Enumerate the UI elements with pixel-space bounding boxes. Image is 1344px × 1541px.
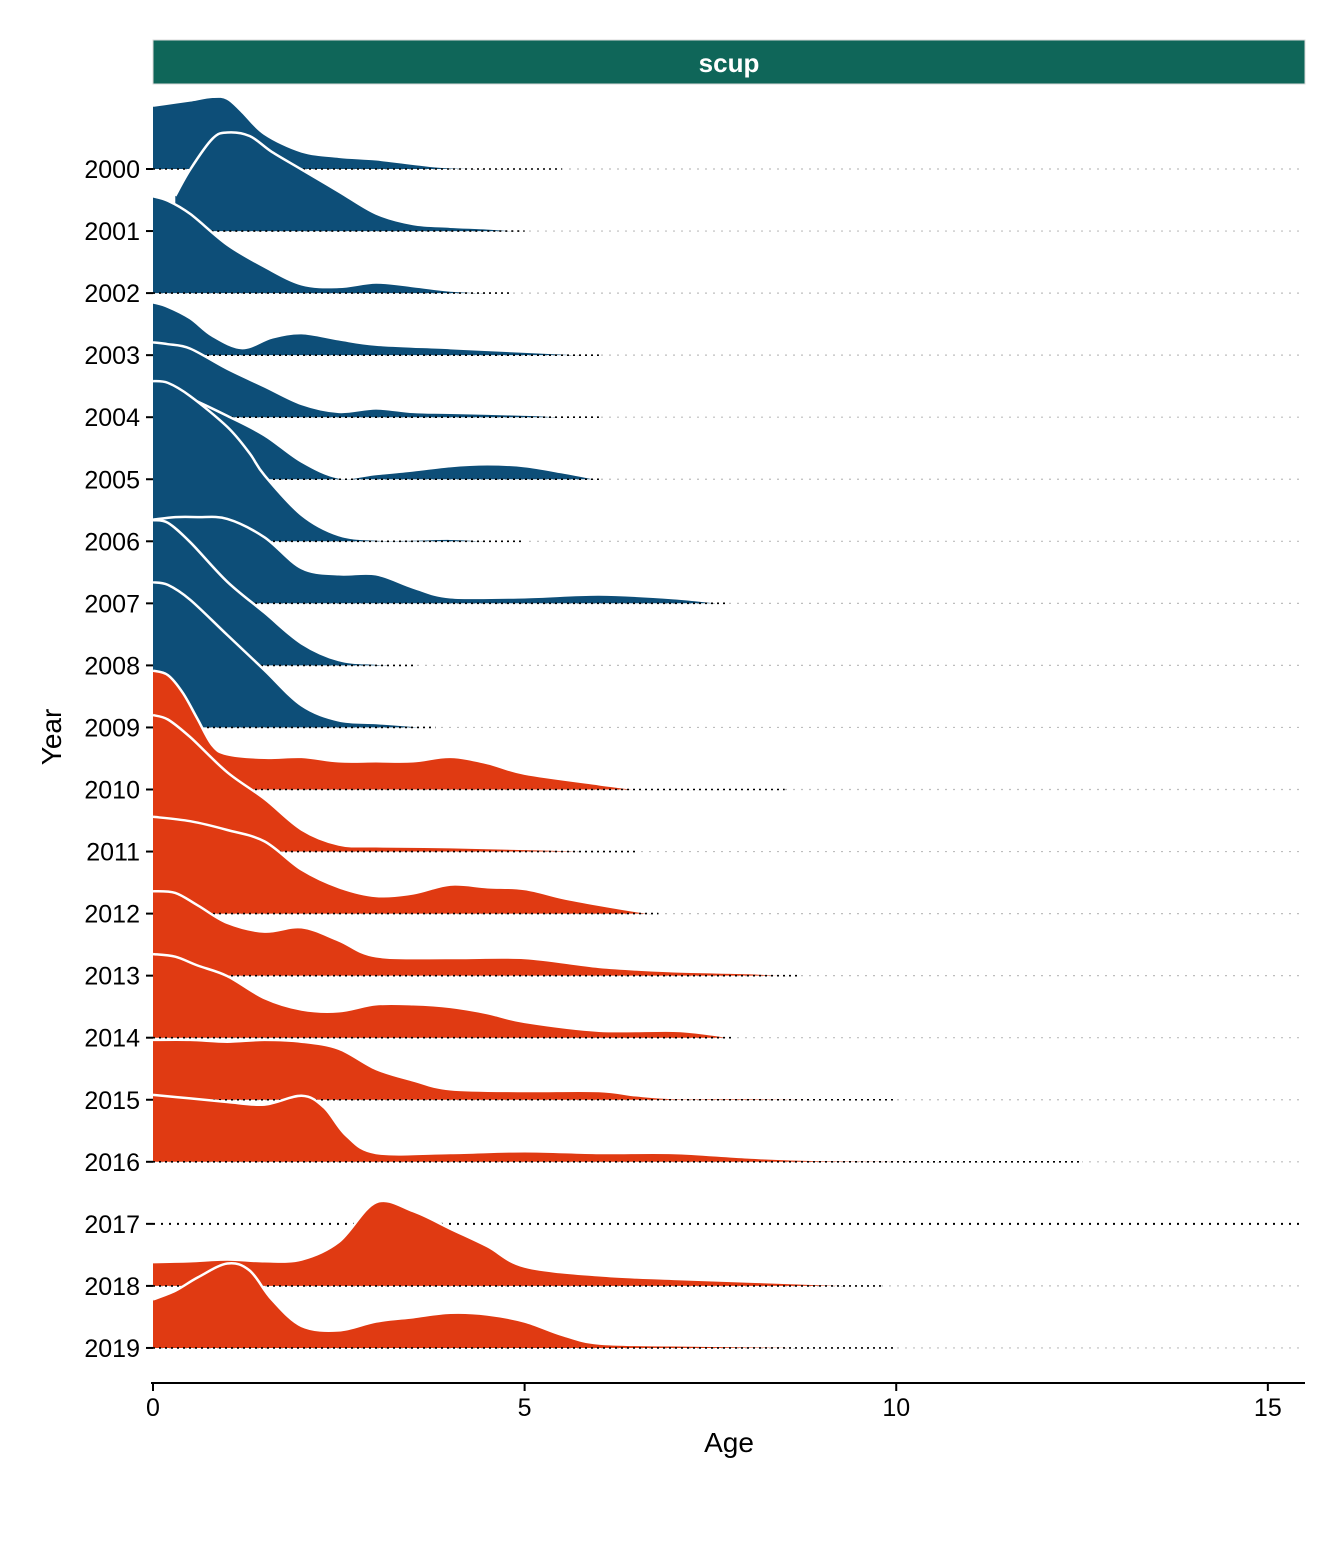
ridge-fill — [153, 302, 599, 356]
ridge-fill — [153, 891, 800, 976]
ridge-2012 — [152, 815, 659, 915]
ridge-2019 — [152, 1261, 897, 1350]
ridge-2018 — [152, 1199, 882, 1288]
ridge-2007 — [152, 515, 726, 605]
ridge-outline — [152, 669, 785, 791]
ridge-2001 — [174, 131, 525, 233]
facet-strip-background — [152, 39, 1306, 85]
ridge-2011 — [152, 713, 637, 853]
y-tick-label: 2006 — [84, 528, 140, 556]
y-tick-label: 2007 — [84, 590, 140, 618]
ridge-fill — [153, 342, 599, 418]
y-tick-label: 2016 — [84, 1149, 140, 1177]
ridge-outline — [152, 581, 436, 729]
ridge-fill — [153, 196, 510, 294]
ridge-2004 — [152, 341, 599, 419]
ridge-2010 — [152, 669, 785, 791]
ridges — [152, 95, 1083, 1350]
y-tick-label: 2002 — [84, 280, 140, 308]
ridge-outline — [152, 1038, 897, 1102]
ridge-outline — [152, 1093, 1083, 1164]
ridge-fill — [153, 1039, 897, 1100]
y-axis: 2000 2001 2002 2003 2004 2005 2006 2007 2008 2009… — [84, 156, 153, 1363]
ridge-2014 — [152, 952, 733, 1039]
ridge-fill — [153, 715, 637, 852]
ridge-outline — [174, 131, 525, 233]
y-tick-label: 2017 — [84, 1211, 140, 1239]
x-tick-label: 15 — [1254, 1394, 1282, 1422]
y-tick-label: 2010 — [84, 777, 140, 805]
y-tick-label: 2018 — [84, 1273, 140, 1301]
x-axis: 0 5 10 15 — [146, 1382, 1305, 1422]
ridge-fill — [153, 1200, 882, 1286]
ridge-fill — [153, 816, 659, 914]
y-tick-label: 2004 — [84, 404, 140, 432]
ridge-outline — [152, 815, 659, 915]
ridge-2013 — [152, 889, 800, 977]
ridge-2016 — [152, 1093, 1083, 1164]
x-tick-label: 5 — [518, 1394, 532, 1422]
ridge-fill — [153, 381, 525, 542]
y-tick-label: 2009 — [84, 714, 140, 742]
ridge-fill — [153, 582, 436, 728]
y-tick-label: 2015 — [84, 1087, 140, 1115]
ridge-fill — [153, 670, 785, 790]
ridge-fill — [153, 954, 733, 1038]
facet-strip-label: scup — [699, 48, 760, 78]
ridge-2009 — [152, 581, 436, 729]
ridge-outline — [152, 713, 637, 853]
ridge-outline — [152, 889, 800, 977]
ridge-outline — [152, 341, 599, 419]
x-axis-title: Age — [704, 1427, 754, 1458]
ridge-2015 — [152, 1038, 897, 1102]
y-tick-label: 2003 — [84, 342, 140, 370]
y-tick-label: 2014 — [84, 1025, 140, 1053]
ridge-fill — [153, 1094, 1082, 1162]
ridge-2002 — [152, 195, 510, 295]
ridge-outline — [152, 1261, 897, 1350]
ridge-outline — [152, 952, 733, 1039]
ridge-fill — [153, 1263, 897, 1348]
ridge-outline — [152, 379, 525, 543]
x-tick-label: 0 — [146, 1394, 160, 1422]
y-tick-label: 2001 — [84, 218, 140, 246]
facet-strip: scup — [152, 39, 1306, 85]
y-tick-label: 2012 — [84, 901, 140, 929]
y-tick-label: 2011 — [86, 839, 140, 867]
y-tick-label: 2000 — [84, 156, 140, 184]
y-axis-title: Year — [36, 709, 67, 766]
ridge-outline — [152, 95, 562, 171]
ridge-fill — [175, 132, 525, 232]
ridge-2003 — [152, 301, 599, 357]
y-tick-label: 2013 — [84, 963, 140, 991]
ridge-outline — [152, 518, 414, 667]
ridge-fill — [153, 516, 726, 604]
x-tick-label: 10 — [882, 1394, 910, 1422]
ridge-outline — [152, 301, 599, 357]
y-tick-label: 2005 — [84, 466, 140, 494]
y-tick-label: 2008 — [84, 652, 140, 680]
ridge-fill — [153, 387, 599, 480]
ridge-outline — [152, 515, 726, 605]
ridge-outline — [152, 1199, 882, 1288]
y-tick-label: 2019 — [84, 1335, 140, 1363]
ridge-outline — [152, 195, 510, 295]
